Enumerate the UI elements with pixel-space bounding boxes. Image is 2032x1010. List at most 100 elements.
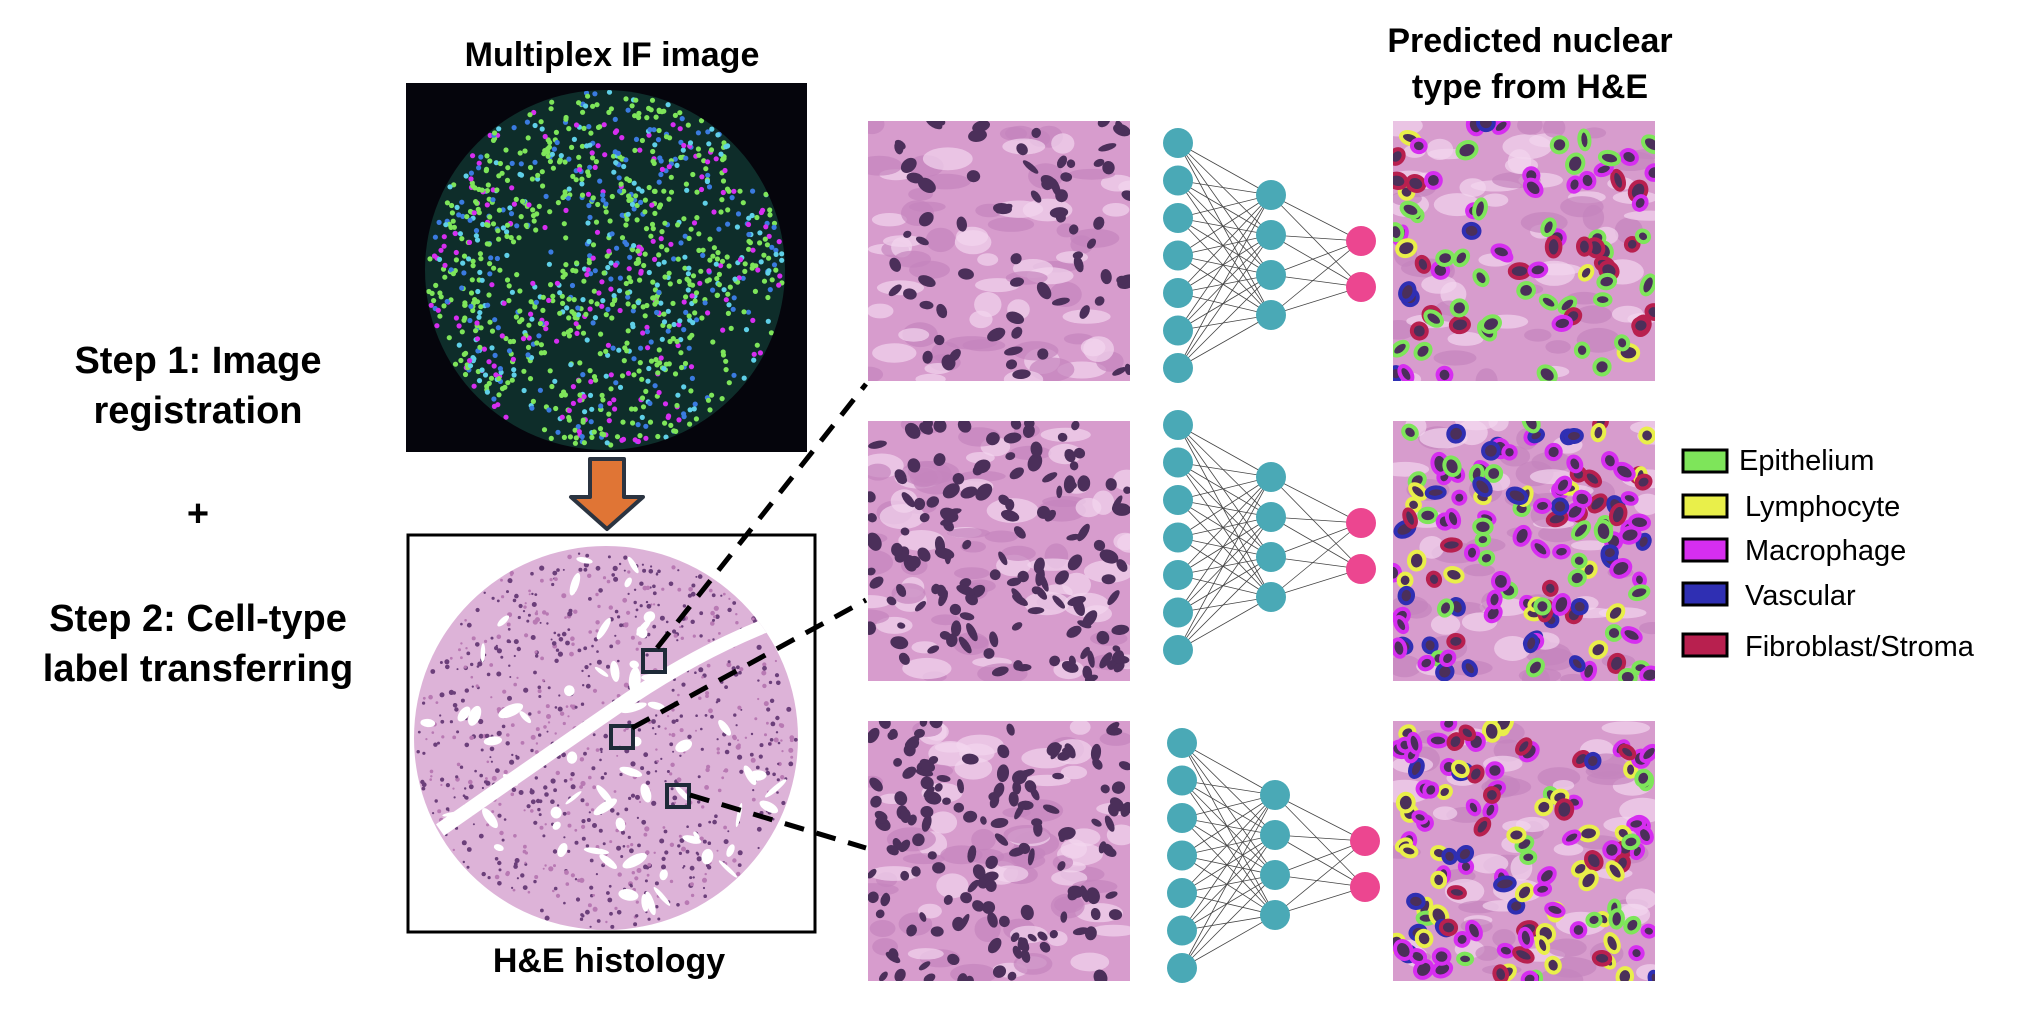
he-nucleus — [1093, 158, 1105, 167]
he-nucleus — [1066, 159, 1076, 168]
if-cell-dot — [674, 162, 680, 168]
if-cell-dot — [640, 330, 646, 336]
if-cell-dot — [548, 435, 554, 441]
if-cell-dot — [676, 417, 682, 423]
he-nucleus — [900, 870, 910, 881]
pred-nucleus — [1395, 791, 1416, 814]
he-nucleus — [657, 725, 661, 728]
he-nucleus — [956, 216, 967, 232]
he-nucleus — [687, 593, 693, 598]
he-nucleus — [500, 578, 503, 582]
he-nucleus — [460, 622, 463, 626]
if-cell-dot — [648, 233, 654, 239]
pred-nucleus — [1605, 603, 1626, 623]
he-nucleus — [679, 625, 682, 629]
he-nucleus — [897, 622, 906, 629]
he-nucleus — [595, 873, 599, 876]
if-cell-dot — [684, 187, 690, 193]
pred-stroma — [1470, 853, 1509, 874]
he-lumen — [636, 626, 648, 639]
he-nucleus — [1118, 761, 1130, 771]
he-nucleus — [919, 758, 935, 772]
if-cell-dot — [650, 238, 656, 244]
he-nucleus — [724, 749, 730, 755]
if-cell-dot — [609, 231, 615, 237]
he-nucleus — [554, 706, 558, 709]
if-cell-dot — [499, 386, 506, 392]
he-stroma — [1113, 532, 1130, 551]
he-nucleus — [931, 583, 941, 595]
he-nucleus — [713, 615, 717, 619]
he-nucleus — [757, 846, 760, 850]
he-nucleus — [468, 779, 473, 785]
if-cell-dot — [638, 345, 644, 351]
pred-nucleus — [1455, 140, 1479, 161]
he-stroma — [1091, 924, 1130, 937]
he-nucleus — [732, 735, 737, 741]
nn-edge — [1177, 194, 1272, 219]
if-cell-dot — [701, 158, 707, 164]
he-nucleus — [523, 809, 526, 812]
he-nucleus — [431, 731, 435, 734]
nn-hidden-node — [1256, 260, 1286, 290]
if-cell-dot — [603, 312, 609, 318]
he-nucleus — [775, 715, 780, 721]
he-nucleus — [515, 755, 520, 760]
he-nucleus — [737, 743, 741, 747]
pred-nucleus — [1512, 524, 1532, 547]
if-cell-dot — [500, 225, 506, 231]
he-nucleus — [933, 453, 946, 467]
he-nucleus — [878, 721, 891, 729]
nn-edge — [1270, 234, 1362, 288]
pred-nucleus — [1421, 636, 1439, 655]
he-nucleus — [735, 621, 739, 625]
pred-nucleus — [1603, 932, 1621, 955]
he-nucleus — [544, 823, 547, 826]
he-nucleus — [780, 739, 783, 742]
if-cell-dot — [477, 310, 483, 316]
nn-edge — [1270, 568, 1362, 598]
if-cell-dot — [428, 302, 434, 308]
he-nucleus — [421, 786, 426, 791]
he-nucleus — [574, 705, 578, 709]
he-nucleus — [651, 800, 657, 806]
nn-edge — [1177, 217, 1272, 276]
if-cell-dot — [576, 100, 582, 106]
if-cell-dot — [741, 309, 747, 315]
he-nucleus — [987, 327, 1006, 342]
he-nucleus — [570, 784, 576, 790]
if-cell-dot — [476, 314, 482, 320]
if-cell-dot — [636, 368, 642, 374]
if-cell-dot — [580, 109, 586, 115]
if-cell-dot — [462, 315, 468, 321]
pred-nucleus — [1490, 571, 1511, 592]
nn-edge — [1177, 476, 1272, 538]
nn-edge — [1270, 476, 1362, 570]
if-cell-dot — [446, 335, 452, 341]
if-cell-dot — [438, 294, 444, 300]
he-nucleus — [535, 742, 539, 745]
he-nucleus — [534, 611, 539, 616]
if-cell-dot — [700, 247, 706, 253]
he-nucleus — [496, 648, 502, 654]
he-nucleus — [452, 735, 457, 740]
if-cell-dot — [557, 310, 563, 316]
he-nucleus — [1107, 590, 1120, 606]
he-nucleus — [707, 639, 711, 643]
if-cell-dot — [458, 357, 464, 364]
if-cell-dot — [509, 377, 515, 383]
pred-nucleus — [1620, 626, 1643, 644]
nn-output-node — [1346, 554, 1376, 584]
if-cell-dot — [516, 235, 522, 241]
he-nucleus — [583, 751, 587, 756]
if-cell-dot — [487, 158, 493, 164]
pred-nucleus — [1413, 341, 1433, 361]
he-stroma — [957, 470, 1006, 482]
he-nucleus — [622, 597, 628, 603]
he-nucleus — [1098, 143, 1117, 152]
if-cell-dot — [714, 292, 720, 298]
nn-hidden-node — [1260, 900, 1290, 930]
he-nucleus — [526, 804, 531, 809]
he-lumen — [557, 842, 568, 858]
he-nucleus — [894, 140, 904, 155]
